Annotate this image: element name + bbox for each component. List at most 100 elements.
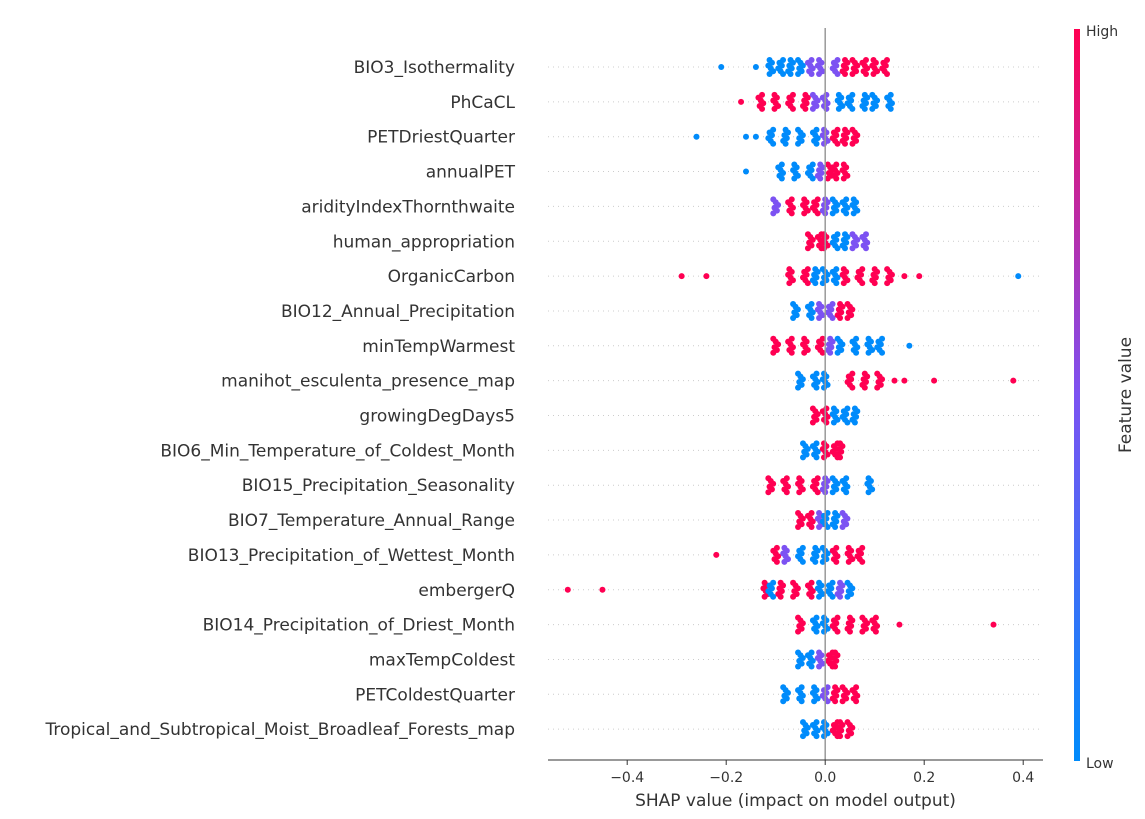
- shap-point: [802, 105, 809, 112]
- feature-row: embergerQ: [418, 579, 1043, 601]
- shap-point: [832, 663, 839, 670]
- shap-point: [808, 593, 815, 600]
- shap-point: [781, 558, 788, 565]
- shap-point: [859, 280, 866, 287]
- shap-point: [824, 524, 831, 531]
- shap-point: [824, 698, 831, 705]
- shap-point: [863, 245, 869, 252]
- shap-point: [821, 384, 827, 391]
- x-ticks: −0.4 −0.2 0.0 0.2 0.4: [610, 760, 1034, 786]
- shap-point: [851, 419, 858, 426]
- shap-point: [834, 349, 841, 356]
- shap-point: [780, 698, 787, 705]
- shap-point: [829, 314, 836, 321]
- shap-point: [842, 140, 848, 147]
- feature-row: BIO15_Precipitation_Seasonality: [242, 475, 1043, 496]
- shap-point: [780, 71, 787, 77]
- shap-point: [808, 524, 815, 531]
- shap-point: [887, 105, 894, 112]
- shap-point: [834, 628, 841, 635]
- feature-row: PETDriestQuarter: [367, 126, 1043, 148]
- shap-point: [782, 140, 789, 147]
- shap-point: [837, 314, 844, 321]
- shap-point: [813, 454, 820, 461]
- shap-point: [743, 168, 749, 175]
- shap-point: [823, 419, 830, 426]
- shap-point: [829, 489, 836, 496]
- shap-point: [849, 245, 856, 252]
- feature-row: aridityIndexThornthwaite: [301, 196, 1043, 217]
- feature-label: BIO3_Isothermality: [354, 58, 515, 78]
- shap-point: [808, 71, 815, 77]
- shap-point: [770, 210, 777, 217]
- shap-point: [796, 489, 803, 496]
- shap-point: [884, 71, 890, 77]
- feature-label: Tropical_and_Subtropical_Moist_Broadleaf…: [44, 720, 515, 740]
- shap-point: [844, 419, 851, 426]
- shap-point: [798, 698, 805, 705]
- feature-row: PETColdestQuarter: [355, 684, 1043, 705]
- shap-point: [777, 593, 784, 600]
- shap-point: [835, 105, 842, 112]
- shap-point: [811, 698, 818, 705]
- shap-point: [804, 245, 811, 252]
- shap-point: [778, 175, 785, 182]
- shap-point: [808, 663, 815, 670]
- shap-point: [901, 377, 908, 384]
- feature-label: PhCaCL: [450, 93, 515, 113]
- shap-point: [812, 280, 819, 287]
- shap-point: [795, 140, 802, 147]
- shap-point: [843, 210, 850, 217]
- feature-label: OrganicCarbon: [388, 267, 515, 287]
- shap-point: [821, 454, 827, 461]
- shap-point: [770, 349, 777, 356]
- shap-point: [832, 698, 839, 705]
- shap-point: [821, 733, 827, 740]
- feature-label: embergerQ: [418, 581, 515, 601]
- feature-row: growingDegDays5: [359, 405, 1043, 427]
- feature-label: BIO6_Min_Temperature_of_Coldest_Month: [160, 441, 515, 461]
- shap-point: [788, 210, 795, 217]
- shap-point: [840, 175, 847, 182]
- shap-point: [678, 273, 685, 280]
- x-axis: −0.4 −0.2 0.0 0.2 0.4 SHAP value (impact on …: [548, 759, 1043, 811]
- shap-point: [839, 524, 846, 531]
- feature-row: OrganicCarbon: [388, 266, 1043, 287]
- shap-point: [801, 349, 808, 356]
- shap-point: [839, 698, 846, 705]
- feature-row: BIO12_Annual_Precipitation: [281, 300, 1043, 322]
- shap-point: [853, 349, 860, 356]
- shap-point: [846, 628, 853, 635]
- shap-point: [842, 245, 848, 252]
- shap-point: [795, 663, 802, 670]
- shap-point: [799, 558, 806, 565]
- colorbar-title: Feature value: [1116, 337, 1136, 453]
- x-axis-title: SHAP value (impact on model output): [635, 791, 956, 811]
- shap-point: [813, 384, 820, 391]
- shap-point: [844, 733, 851, 740]
- shap-point: [693, 133, 700, 140]
- shap-point: [752, 64, 759, 70]
- shap-point: [824, 175, 831, 182]
- colorbar: High Low Feature value: [1074, 24, 1136, 772]
- shap-point: [795, 628, 802, 635]
- feature-label: aridityIndexThornthwaite: [301, 197, 515, 217]
- shap-point: [821, 245, 827, 252]
- shap-point: [752, 133, 759, 140]
- shap-point: [817, 175, 824, 182]
- feature-label: maxTempColdest: [369, 650, 515, 670]
- shap-point: [849, 140, 856, 147]
- shap-point: [833, 558, 840, 565]
- shap-point: [816, 71, 823, 77]
- shap-point: [834, 71, 841, 77]
- feature-label: BIO15_Precipitation_Seasonality: [242, 476, 515, 496]
- x-tick-label: 0.4: [1012, 770, 1034, 786]
- colorbar-low-label: Low: [1086, 756, 1114, 772]
- shap-point: [830, 419, 837, 426]
- shap-point: [718, 64, 725, 70]
- colorbar-high-label: High: [1086, 24, 1118, 40]
- shap-point: [783, 489, 790, 496]
- shap-point: [891, 377, 898, 384]
- shap-point: [834, 245, 841, 252]
